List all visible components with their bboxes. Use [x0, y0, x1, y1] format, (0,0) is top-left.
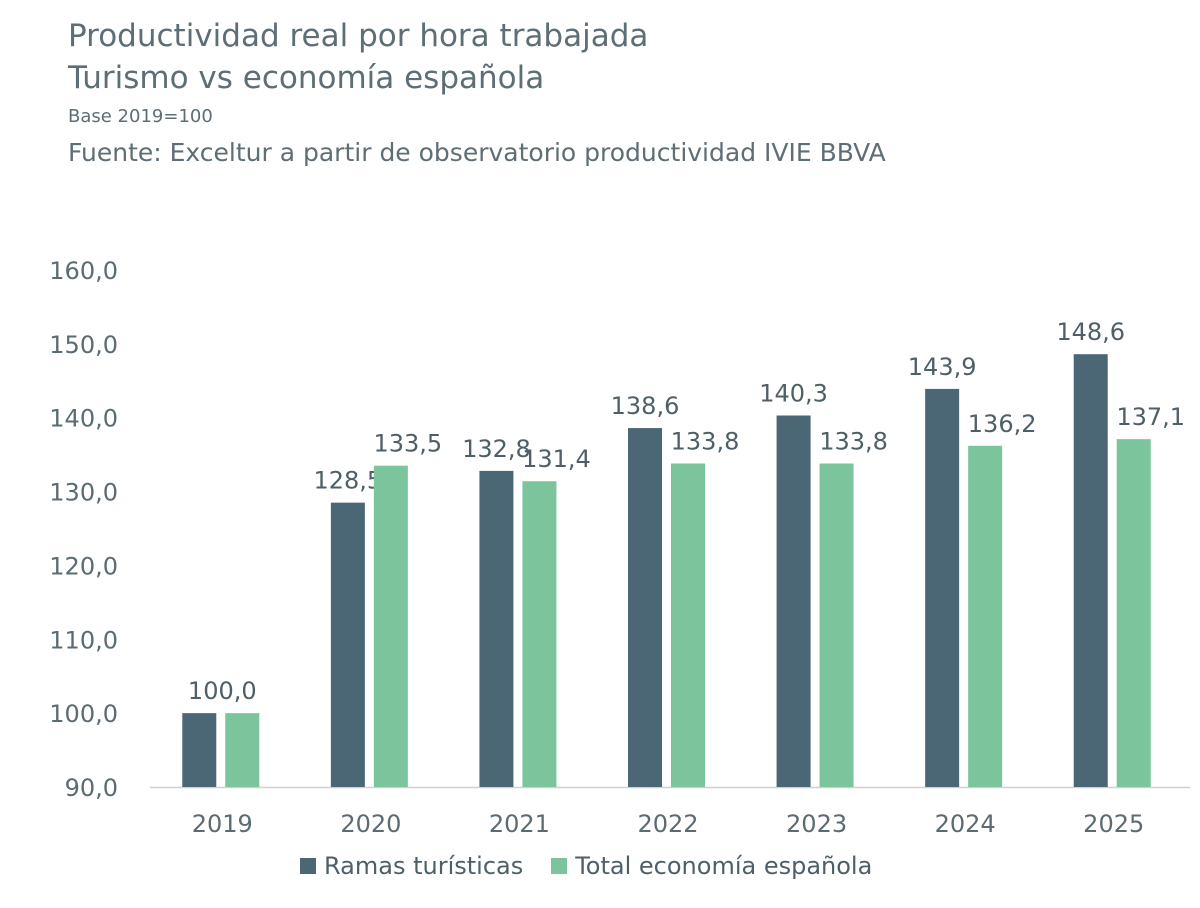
y-tick-label: 160,0	[49, 257, 118, 285]
legend-item-total: Total economía española	[551, 852, 872, 880]
x-tick-label: 2025	[1083, 810, 1144, 838]
chart-title: Productividad real por hora trabajada	[68, 18, 649, 54]
legend: Ramas turísticas Total economía española	[300, 852, 900, 880]
legend-label: Total economía española	[575, 852, 873, 880]
data-label: 100,0	[188, 677, 257, 705]
legend-swatch	[300, 858, 316, 874]
bar-ramas	[330, 502, 365, 787]
data-label: 143,9	[908, 353, 977, 381]
y-tick-label: 150,0	[49, 331, 118, 359]
legend-item-ramas: Ramas turísticas	[300, 852, 523, 880]
data-label: 133,5	[373, 430, 442, 458]
y-tick-label: 130,0	[49, 479, 118, 507]
chart-subtitle: Turismo vs economía española	[68, 60, 545, 96]
data-label: 138,6	[611, 392, 680, 420]
chart-source: Fuente: Exceltur a partir de observatori…	[68, 138, 886, 167]
y-tick-label: 90,0	[65, 774, 118, 802]
bar-ramas	[925, 388, 960, 787]
y-tick-label: 110,0	[49, 626, 118, 654]
data-label: 133,8	[819, 428, 888, 456]
bar-total	[373, 465, 408, 787]
y-tick-label: 120,0	[49, 552, 118, 580]
x-tick-label: 2019	[192, 810, 253, 838]
data-label: 133,8	[671, 428, 740, 456]
data-label: 140,3	[759, 379, 828, 407]
bar-ramas	[479, 470, 514, 787]
y-tick-label: 140,0	[49, 405, 118, 433]
legend-label: Ramas turísticas	[324, 852, 524, 880]
bar-total	[1116, 439, 1151, 787]
x-tick-label: 2024	[935, 810, 996, 838]
bar-total	[819, 463, 854, 787]
data-label: 137,1	[1116, 403, 1185, 431]
bar-total	[968, 445, 1003, 787]
bar-ramas	[1073, 354, 1108, 787]
x-tick-label: 2020	[340, 810, 401, 838]
data-label: 136,2	[968, 410, 1037, 438]
bar-ramas	[776, 415, 811, 787]
y-tick-label: 100,0	[49, 700, 118, 728]
x-tick-label: 2023	[786, 810, 847, 838]
x-tick-label: 2022	[637, 810, 698, 838]
chart-note: Base 2019=100	[68, 106, 213, 127]
bar-total	[671, 463, 705, 787]
bar-total	[522, 481, 557, 787]
data-label: 128,5	[313, 467, 382, 495]
x-tick-label: 2021	[489, 810, 550, 838]
data-label: 148,6	[1056, 318, 1125, 346]
data-label: 132,8	[462, 435, 531, 463]
bar-total	[225, 713, 260, 787]
bar-ramas	[628, 428, 662, 787]
bar-ramas	[182, 713, 217, 787]
legend-swatch	[551, 858, 568, 874]
data-label: 131,4	[522, 445, 591, 473]
